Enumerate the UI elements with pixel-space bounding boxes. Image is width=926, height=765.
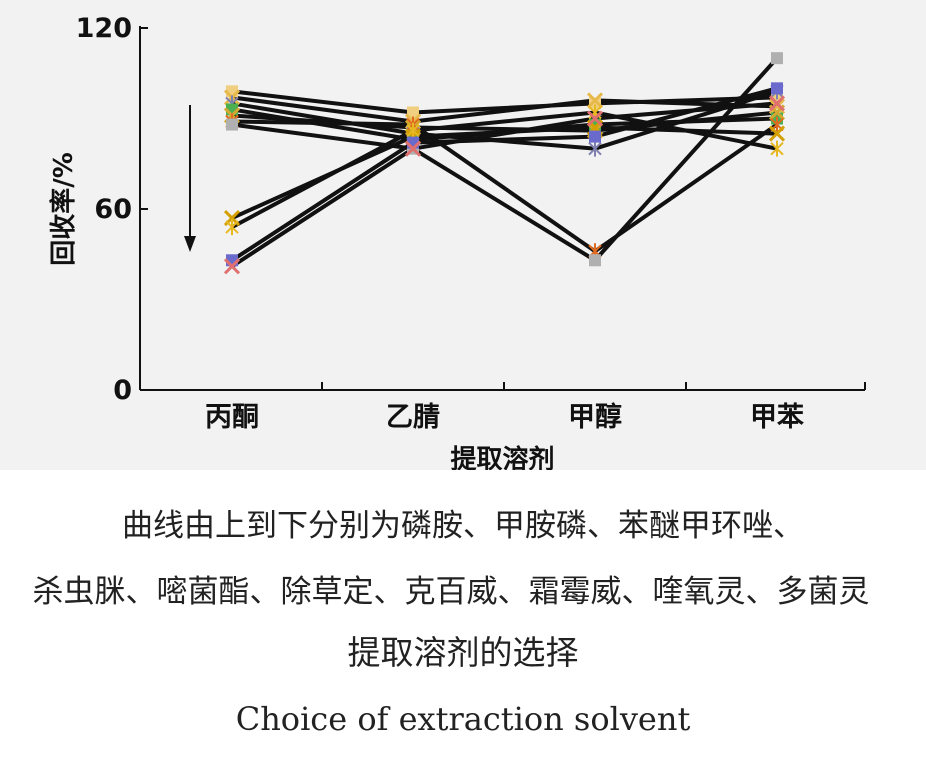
marker-asterisk xyxy=(406,122,420,139)
marker-cross xyxy=(586,110,604,127)
series-line xyxy=(231,56,779,263)
x-category-label: 丙酮 xyxy=(205,402,259,433)
figure-title-en: Choice of extraction solvent xyxy=(235,700,691,738)
trend-arrow-head xyxy=(184,236,196,252)
marker-square xyxy=(407,106,419,119)
marker-cross xyxy=(404,140,422,157)
series-line xyxy=(231,95,778,124)
caption-line-2: 杀虫脒、嘧菌酯、除草定、克百威、霜霉威、喹氧灵、多菌灵 xyxy=(32,574,870,610)
marker-cross xyxy=(768,125,786,142)
marker-asterisk xyxy=(770,140,784,157)
data-point xyxy=(586,110,604,127)
data-point xyxy=(404,140,422,157)
marker-asterisk xyxy=(225,219,239,236)
marker-square xyxy=(589,254,601,267)
marker-cross xyxy=(586,92,604,109)
data-point xyxy=(768,98,786,115)
series-lines xyxy=(230,56,779,268)
series-line xyxy=(231,119,779,254)
marker-square xyxy=(226,254,238,267)
data-point xyxy=(589,118,601,131)
data-point xyxy=(406,122,420,139)
x-category-label: 甲苯 xyxy=(750,402,804,433)
marker-square xyxy=(589,118,601,131)
series-markers xyxy=(223,52,786,275)
data-point xyxy=(768,95,786,112)
series-line xyxy=(231,89,778,115)
data-point xyxy=(771,82,783,95)
data-point xyxy=(588,140,602,157)
series-line xyxy=(231,110,778,229)
plot-background xyxy=(0,0,926,470)
caption-line-1: 曲线由上到下分别为磷胺、甲胺磷、苯醚甲环唑、 xyxy=(122,508,804,544)
x-axis-title: 提取溶剂 xyxy=(450,444,554,470)
data-point xyxy=(226,118,238,131)
marker-cross xyxy=(223,258,241,275)
y-tick-label: 120 xyxy=(76,13,132,44)
figure-title-cn: 提取溶剂的选择 xyxy=(347,633,579,672)
marker-square xyxy=(771,52,783,65)
marker-cross xyxy=(768,95,786,112)
series-line xyxy=(230,101,778,268)
data-point xyxy=(589,130,601,143)
data-point xyxy=(225,219,239,236)
marker-square xyxy=(226,118,238,131)
data-point xyxy=(589,254,601,267)
marker-asterisk xyxy=(588,140,602,157)
x-category-label: 乙腈 xyxy=(386,402,440,433)
data-point xyxy=(223,258,241,275)
x-category-label: 甲醇 xyxy=(568,401,622,433)
marker-square xyxy=(771,82,783,95)
data-point xyxy=(407,106,419,119)
series-line xyxy=(230,86,778,262)
data-point xyxy=(586,92,604,109)
y-tick-label: 0 xyxy=(113,375,132,406)
data-point xyxy=(770,140,784,157)
data-point xyxy=(768,125,786,142)
chart-axes xyxy=(139,26,866,391)
data-point xyxy=(589,97,601,110)
y-axis-title: 回收率/% xyxy=(48,152,79,266)
marker-square xyxy=(589,97,601,110)
y-tick-label: 60 xyxy=(94,194,132,225)
data-point xyxy=(771,52,783,65)
marker-square xyxy=(589,130,601,143)
data-point xyxy=(226,254,238,267)
marker-cross xyxy=(768,98,786,115)
